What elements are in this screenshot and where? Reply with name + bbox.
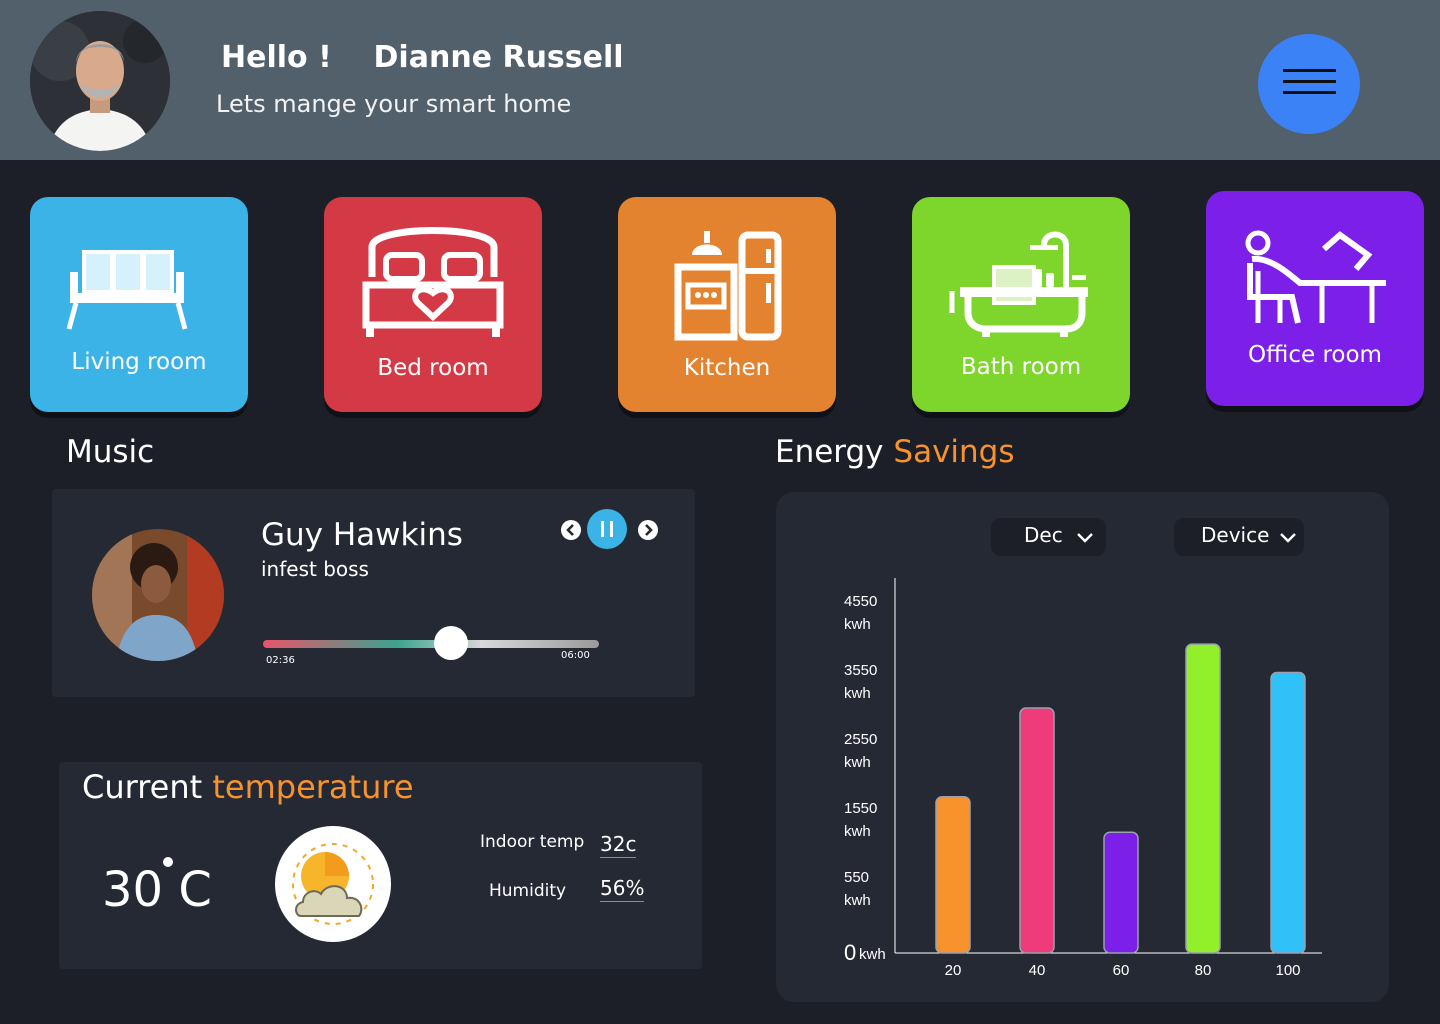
greeting-heading: Hello ! Dianne Russell xyxy=(221,40,624,75)
hamburger-icon xyxy=(1283,69,1336,72)
room-tile-kitchen[interactable]: Kitchen xyxy=(618,197,836,412)
x-tick-label: 80 xyxy=(1195,962,1212,979)
greeting-subtitle: Lets mange your smart home xyxy=(216,90,572,118)
month-dropdown-value: Dec xyxy=(1024,523,1063,547)
avatar[interactable] xyxy=(30,11,170,151)
y-tick-label: 0 xyxy=(844,940,856,965)
x-tick-label: 60 xyxy=(1113,962,1130,979)
music-section-title: Music xyxy=(66,434,155,470)
room-label: Bath room xyxy=(960,354,1082,380)
song-artist: infest boss xyxy=(261,557,369,581)
room-tile-bath-room[interactable]: Bath room xyxy=(912,197,1130,412)
y-tick-unit: kwh xyxy=(844,616,871,633)
room-tile-living-room[interactable]: Living room xyxy=(30,197,248,412)
month-dropdown[interactable]: Dec xyxy=(991,518,1106,556)
y-tick-label: 550 xyxy=(844,869,869,886)
energy-chart-card: Dec Device 0 kwh 550 kwh 1550 kwh 2550 kwh 3550 k… xyxy=(776,492,1389,1002)
y-tick-unit: kwh xyxy=(844,685,871,702)
bar-60 xyxy=(1103,831,1139,954)
y-tick-unit: kwh xyxy=(844,823,871,840)
menu-button[interactable] xyxy=(1258,34,1360,134)
device-dropdown-value: Device xyxy=(1201,523,1270,547)
x-tick-label: 40 xyxy=(1029,962,1046,979)
y-tick-label: 4550 xyxy=(844,593,877,610)
chevron-down-icon xyxy=(1280,533,1296,543)
room-label: Bed room xyxy=(377,355,489,381)
bar-80 xyxy=(1185,643,1221,954)
bed-icon xyxy=(362,227,504,337)
temperature-value: 30 C xyxy=(102,862,212,918)
humidity-label: Humidity xyxy=(489,881,567,901)
x-tick-label: 20 xyxy=(945,962,962,979)
room-tile-office-room[interactable]: Office room xyxy=(1206,191,1424,406)
chevron-right-icon xyxy=(645,524,653,536)
music-player: Guy Hawkins infest boss 02:36 06:00 xyxy=(52,489,695,697)
elapsed-time: 02:36 xyxy=(266,655,295,666)
previous-track-button[interactable] xyxy=(561,520,581,540)
chevron-left-icon xyxy=(566,524,574,536)
bar-20 xyxy=(935,796,971,954)
energy-bar-chart: 0 kwh550kwh1550kwh2550kwh3550kwh4550kwh20… xyxy=(844,578,1322,979)
sofa-icon xyxy=(66,250,188,330)
y-tick-label: 3550 xyxy=(844,662,877,679)
room-label: Office room xyxy=(1248,342,1382,368)
room-label: Kitchen xyxy=(683,355,771,381)
progress-track[interactable] xyxy=(263,640,599,648)
degree-symbol xyxy=(163,857,173,867)
y-tick-unit: kwh xyxy=(844,892,871,909)
bar-40 xyxy=(1019,707,1055,954)
room-label: Living room xyxy=(71,349,207,375)
total-duration: 06:00 xyxy=(561,650,590,661)
room-tile-bed-room[interactable]: Bed room xyxy=(324,197,542,412)
y-tick-unit: kwh xyxy=(844,754,871,771)
temperature-card: Current temperature 30 C Indoor temp 32c… xyxy=(59,762,702,969)
x-tick-label: 100 xyxy=(1275,962,1300,979)
pause-button[interactable] xyxy=(587,509,627,549)
chevron-down-icon xyxy=(1077,533,1093,543)
album-cover xyxy=(92,529,224,661)
partly-cloudy-icon xyxy=(275,826,391,942)
header: Hello ! Dianne Russell Lets mange your s… xyxy=(0,0,1440,160)
temperature-title: Current temperature xyxy=(82,768,414,806)
y-tick-label: 2550 xyxy=(844,731,877,748)
y-tick-label: 1550 xyxy=(844,800,877,817)
song-title: Guy Hawkins xyxy=(261,517,463,553)
humidity-value: 56% xyxy=(600,876,645,902)
indoor-temp-label: Indoor temp xyxy=(480,832,585,852)
bar-100 xyxy=(1270,671,1306,954)
kitchen-icon xyxy=(674,231,782,341)
pause-icon xyxy=(601,521,613,537)
bathtub-icon xyxy=(949,231,1088,337)
office-desk-icon xyxy=(1245,230,1386,324)
device-dropdown[interactable]: Device xyxy=(1174,518,1304,556)
indoor-temp-value: 32c xyxy=(600,832,637,858)
progress-slider-knob[interactable] xyxy=(434,626,469,660)
energy-section-title: Energy Savings xyxy=(775,434,1015,470)
y-tick-unit: kwh xyxy=(859,946,886,963)
next-track-button[interactable] xyxy=(638,520,658,540)
